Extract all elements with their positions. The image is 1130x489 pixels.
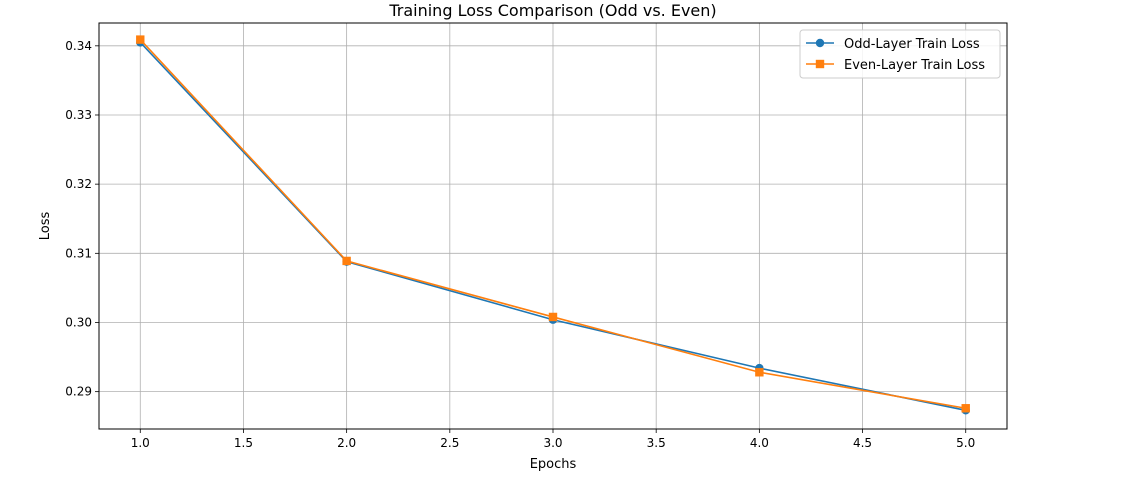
chart-title: Training Loss Comparison (Odd vs. Even) <box>388 1 716 20</box>
legend-label: Even-Layer Train Loss <box>844 58 985 73</box>
x-axis-label: Epochs <box>530 457 577 472</box>
legend-marker <box>815 38 825 48</box>
data-point <box>548 312 558 322</box>
x-tick-label: 1.5 <box>234 436 253 450</box>
y-tick-label: 0.33 <box>65 108 92 122</box>
y-tick-label: 0.31 <box>65 246 92 260</box>
x-tick-label: 2.5 <box>440 436 459 450</box>
y-axis-ticks: 0.29 0.30 0.31 0.32 0.33 0.34 <box>65 39 99 399</box>
y-tick-label: 0.29 <box>65 385 92 399</box>
data-point <box>755 368 764 377</box>
data-point <box>961 404 970 413</box>
x-tick-label: 3.0 <box>543 436 562 450</box>
legend-label: Odd-Layer Train Loss <box>844 37 980 52</box>
series-layer <box>136 35 970 415</box>
legend-marker <box>815 59 825 69</box>
x-tick-label: 3.5 <box>647 436 666 450</box>
x-tick-label: 4.5 <box>853 436 872 450</box>
y-axis-label: Loss <box>38 212 53 241</box>
y-tick-label: 0.32 <box>65 177 92 191</box>
legend: Odd-Layer Train Loss Even-Layer Train Los… <box>799 29 1001 79</box>
legend-box <box>799 29 1001 79</box>
data-point <box>342 256 351 266</box>
x-tick-label: 2.0 <box>337 436 356 450</box>
y-tick-label: 0.30 <box>65 315 92 329</box>
grid <box>99 23 1007 429</box>
data-point <box>136 35 145 44</box>
x-tick-label: 1.0 <box>131 436 150 450</box>
x-axis-ticks: 1.0 1.5 2.0 2.5 3.0 3.5 4.0 4.5 5.0 <box>131 429 975 450</box>
x-tick-label: 4.0 <box>750 436 769 450</box>
x-tick-label: 5.0 <box>956 436 975 450</box>
y-tick-label: 0.34 <box>65 39 92 53</box>
